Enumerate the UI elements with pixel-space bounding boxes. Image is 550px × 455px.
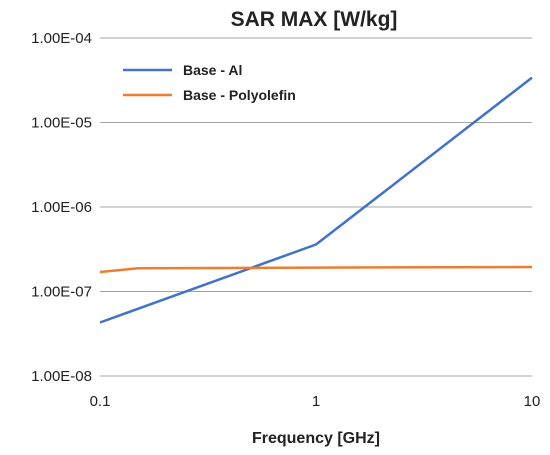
x-tick-label: 10: [524, 393, 541, 410]
y-tick-label: 1.00E-08: [31, 368, 92, 385]
y-tick-label: 1.00E-07: [31, 284, 92, 301]
y-tick-label: 1.00E-06: [31, 199, 92, 216]
grid-lines: [100, 37, 532, 377]
legend: Base - Al Base - Polyolefin: [123, 62, 296, 103]
series-line-base-polyolefin: [99, 265, 533, 274]
chart-title: SAR MAX [W/kg]: [231, 8, 398, 31]
x-tick-label: 1: [312, 393, 320, 410]
legend-label: Base - Polyolefin: [183, 87, 296, 103]
y-tick-labels: 1.00E-08 1.00E-07 1.00E-06 1.00E-05 1.00E-04: [31, 30, 92, 385]
legend-label: Base - Al: [183, 62, 242, 78]
series-lines: [99, 76, 533, 324]
y-tick-label: 1.00E-05: [31, 115, 92, 132]
x-axis-label: Frequency [GHz]: [252, 430, 380, 447]
x-tick-labels: 0.1 1 10: [90, 393, 541, 410]
x-tick-label: 0.1: [90, 393, 111, 410]
series-line-base-al: [99, 76, 533, 324]
y-tick-label: 1.00E-04: [31, 30, 92, 47]
